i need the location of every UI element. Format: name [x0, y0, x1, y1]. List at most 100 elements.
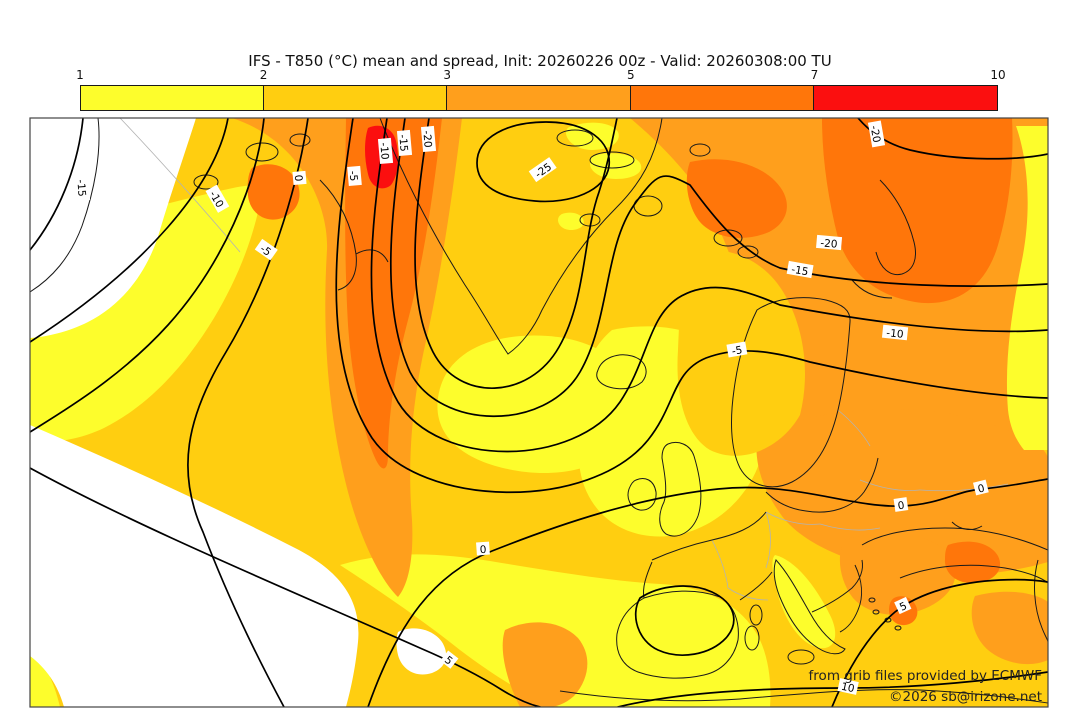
island-coastline	[713, 229, 743, 247]
svg-text:-10: -10	[377, 142, 390, 160]
temperature-contour	[30, 118, 265, 433]
island-coastline	[872, 609, 880, 615]
svg-text:-15: -15	[790, 264, 809, 279]
colorbar-segment	[630, 86, 814, 110]
contour-label: -5	[726, 341, 748, 358]
temperature-contour	[30, 118, 84, 251]
island-coastline	[289, 133, 311, 147]
colorbar-tick: 10	[990, 68, 1006, 82]
spread-region	[30, 648, 60, 707]
island-coastline	[868, 597, 876, 603]
temperature-contour	[414, 118, 618, 389]
contour-label: 0	[893, 497, 909, 513]
spread-region	[971, 591, 1048, 665]
coastline	[839, 564, 863, 633]
svg-text:-15: -15	[396, 134, 409, 152]
coastline	[659, 442, 702, 537]
svg-text:-5: -5	[731, 344, 743, 358]
svg-text:0: 0	[479, 544, 487, 556]
spread-region	[1006, 126, 1048, 450]
colorbar-segment	[813, 86, 997, 110]
contour-label: -20	[868, 120, 886, 148]
contour-label: 5	[440, 650, 459, 669]
map-frame	[29, 117, 1049, 708]
spread-colorbar: 1 2 3 5 7 10	[0, 0, 1080, 118]
island-coastline	[894, 625, 902, 631]
coastline	[875, 179, 916, 276]
svg-text:-10: -10	[886, 327, 904, 341]
colorbar-tick: 3	[443, 68, 452, 82]
island-coastline	[589, 151, 635, 169]
spread-region	[944, 541, 1001, 584]
svg-text:-20: -20	[420, 130, 433, 148]
chart-title: IFS - T850 (°C) mean and spread, Init: 2…	[248, 52, 832, 70]
island-coastline	[556, 129, 594, 147]
spread-region	[30, 425, 359, 707]
country-border	[119, 118, 241, 253]
temperature-contour	[335, 118, 1048, 494]
colorbar-tick: 2	[259, 68, 268, 82]
island-coastline	[689, 143, 711, 157]
svg-text:-20: -20	[868, 125, 883, 144]
coastline	[773, 559, 846, 655]
spread-region	[686, 159, 787, 238]
contour-label: -15	[786, 260, 814, 279]
country-border	[727, 587, 769, 601]
attribution-source: from grib files provided by ECMWF	[808, 668, 1042, 684]
contour-label: -20	[420, 125, 437, 152]
contour-label: -5	[254, 238, 278, 261]
coastline	[811, 559, 863, 613]
colorbar-segment	[447, 86, 631, 110]
svg-text:0: 0	[897, 500, 905, 513]
country-border	[765, 511, 821, 525]
spread-region	[396, 628, 447, 675]
coastline	[651, 511, 767, 561]
colorbar-segment	[264, 86, 448, 110]
island-coastline	[744, 625, 760, 651]
spread-region	[590, 153, 642, 179]
contour-label: -10	[881, 324, 909, 341]
spread-region	[247, 164, 300, 220]
colorbar-tick: 5	[626, 68, 635, 82]
country-border	[711, 539, 729, 589]
temperature-contour	[476, 121, 610, 203]
contour-label: 10	[837, 678, 859, 696]
country-border	[765, 511, 771, 569]
coastline	[596, 354, 647, 390]
attribution-copyright: ©2026 sb@irizone.net	[889, 689, 1042, 705]
svg-text:-20: -20	[820, 237, 838, 250]
svg-text:0: 0	[292, 174, 305, 182]
coastline	[765, 457, 879, 513]
coastline	[899, 564, 1048, 584]
coastline	[739, 571, 773, 601]
contour-label: -20	[816, 234, 843, 251]
temperature-contour	[370, 118, 1048, 453]
country-border	[859, 479, 921, 491]
svg-text:10: 10	[840, 681, 856, 696]
country-border	[919, 483, 1009, 492]
colorbar-tick-labels: 1 2 3 5 7 10	[0, 68, 1080, 82]
contour-label: 0	[972, 479, 989, 496]
coastline	[851, 279, 893, 299]
island-coastline	[787, 649, 815, 665]
country-border	[819, 523, 881, 531]
coastline	[731, 297, 851, 488]
svg-text:-5: -5	[347, 170, 360, 181]
temperature-contour	[30, 467, 541, 707]
island-coastline	[737, 245, 759, 259]
contour-label: -15	[74, 174, 91, 201]
spread-region	[756, 409, 1048, 576]
coastline	[627, 478, 657, 511]
spread-region	[822, 118, 1013, 304]
coastline	[30, 118, 100, 293]
coastline	[951, 521, 983, 530]
coastline	[559, 689, 1048, 704]
island-coastline	[749, 604, 763, 626]
svg-text:-15: -15	[74, 179, 87, 197]
contour-label: 0	[476, 541, 490, 556]
coastline	[355, 249, 389, 263]
temperature-contour	[187, 118, 309, 707]
contour-label: -10	[377, 137, 394, 164]
